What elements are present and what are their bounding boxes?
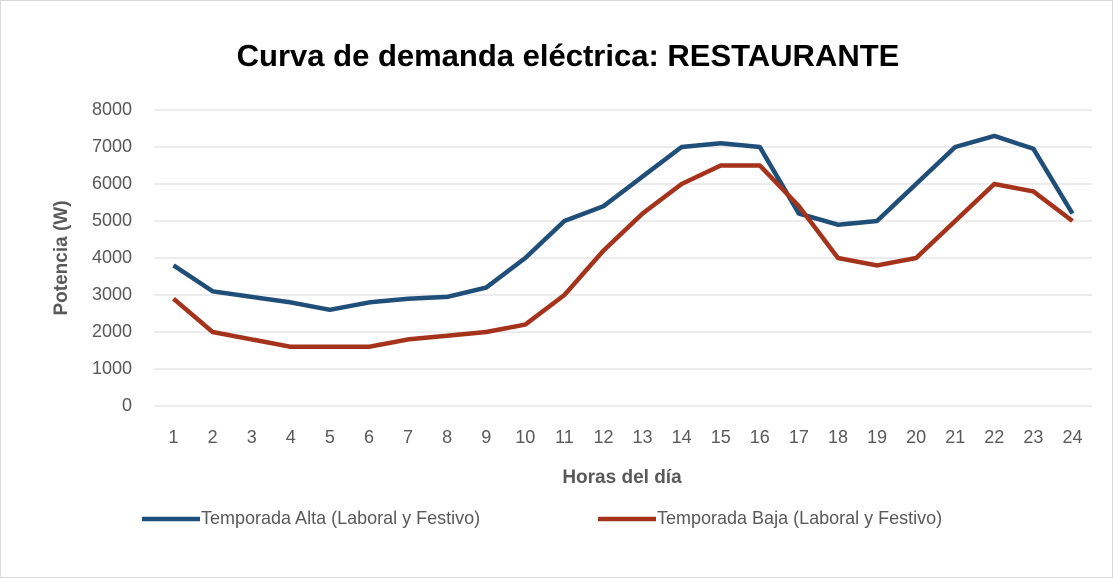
y-tick-label: 2000 xyxy=(92,321,132,341)
x-tick-label: 14 xyxy=(672,427,692,447)
series-line xyxy=(172,163,1074,350)
y-tick-label: 5000 xyxy=(92,210,132,230)
y-tick-label: 1000 xyxy=(92,358,132,378)
x-axis-label: Horas del día xyxy=(562,467,682,488)
x-tick-label: 10 xyxy=(515,427,535,447)
x-tick-label: 24 xyxy=(1062,427,1082,447)
x-tick-label: 8 xyxy=(442,427,452,447)
x-tick-label: 7 xyxy=(403,427,413,447)
x-tick-label: 17 xyxy=(789,427,809,447)
x-tick-label: 9 xyxy=(481,427,491,447)
y-tick-label: 7000 xyxy=(92,136,132,156)
legend-label: Temporada Alta (Laboral y Festivo) xyxy=(201,508,480,528)
chart-title: Curva de demanda eléctrica: RESTAURANTE xyxy=(237,38,900,73)
x-tick-label: 2 xyxy=(208,427,218,447)
x-tick-label: 3 xyxy=(247,427,257,447)
y-tick-label: 8000 xyxy=(92,99,132,119)
x-tick-label: 13 xyxy=(633,427,653,447)
y-tick-label: 0 xyxy=(122,395,132,415)
x-tick-label: 22 xyxy=(984,427,1004,447)
x-tick-label: 5 xyxy=(325,427,335,447)
y-tick-label: 6000 xyxy=(92,173,132,193)
y-tick-label: 4000 xyxy=(92,247,132,267)
x-tick-label: 19 xyxy=(867,427,887,447)
x-tick-label: 15 xyxy=(711,427,731,447)
x-tick-label: 18 xyxy=(828,427,848,447)
series-line xyxy=(172,133,1075,313)
x-tick-label: 16 xyxy=(750,427,770,447)
x-tick-label: 11 xyxy=(555,427,574,447)
y-axis-label: Potencia (W) xyxy=(51,200,72,315)
y-tick-label: 3000 xyxy=(92,284,132,304)
x-tick-label: 23 xyxy=(1023,427,1043,447)
x-tick-label: 12 xyxy=(593,427,613,447)
x-tick-label: 1 xyxy=(169,427,179,447)
x-tick-label: 20 xyxy=(906,427,926,447)
x-tick-label: 21 xyxy=(945,427,965,447)
x-tick-label: 4 xyxy=(286,427,296,447)
x-tick-label: 6 xyxy=(364,427,374,447)
legend-label: Temporada Baja (Laboral y Festivo) xyxy=(657,508,942,528)
